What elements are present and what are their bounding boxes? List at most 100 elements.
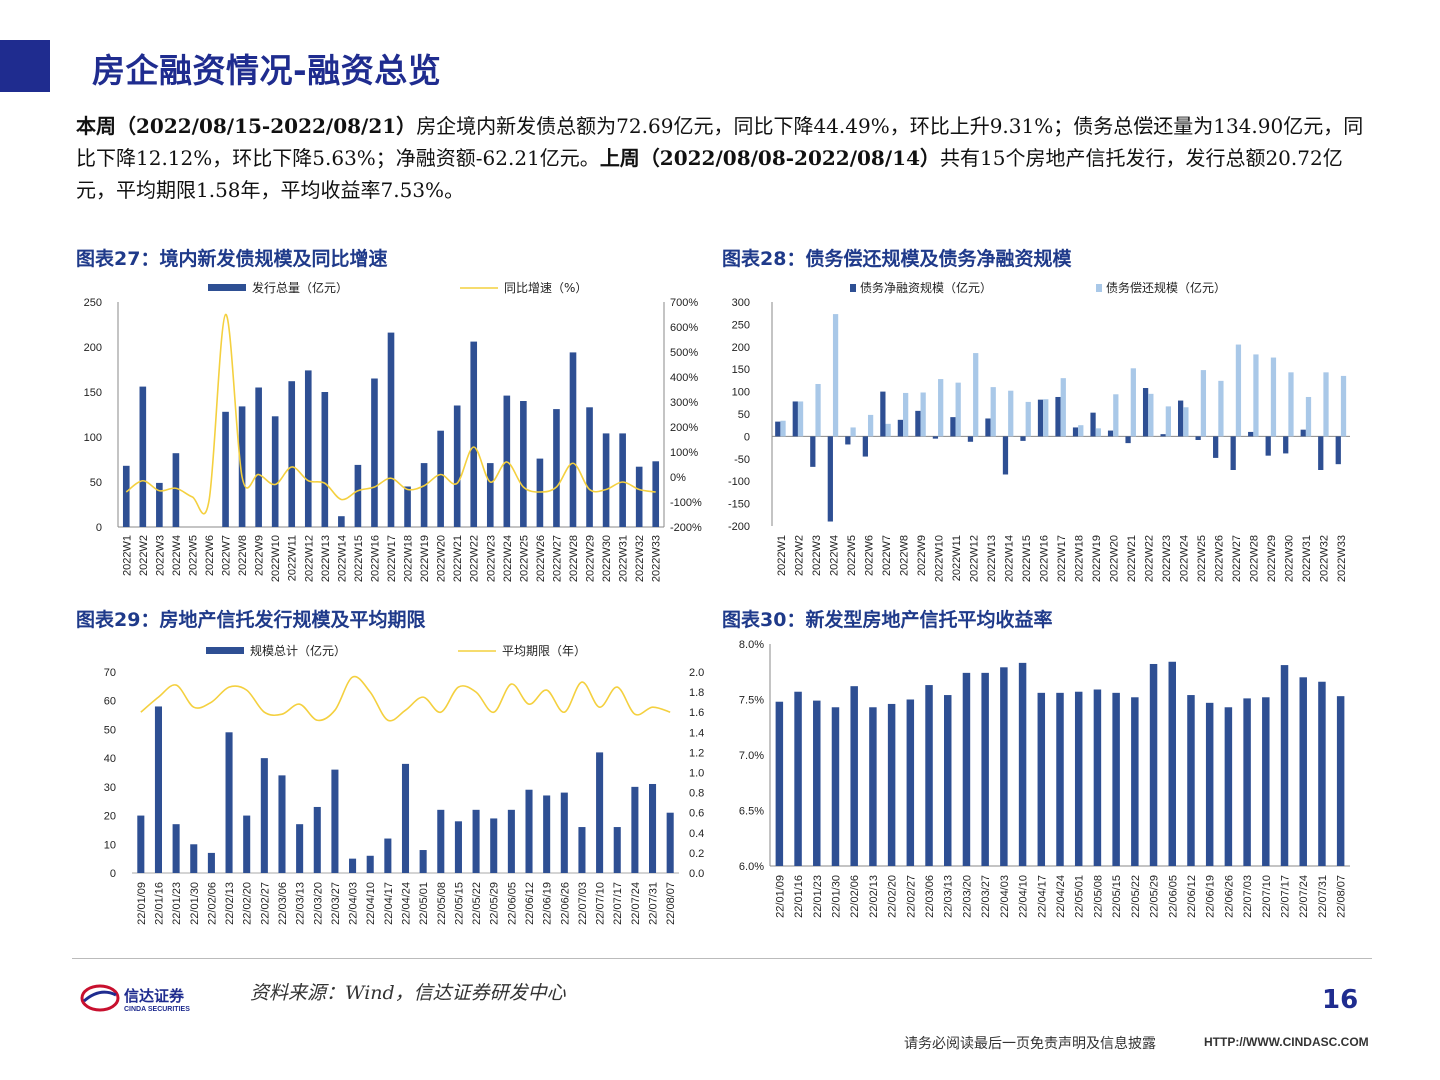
chart30-trust-yield: 6.0% 6.5% 7.0% 7.5% 8.0% 22/01/09 22/01/16 22/0… [739, 639, 1350, 918]
x-tick-label: 2022W27 [1231, 535, 1243, 582]
bar-issuance [156, 482, 163, 527]
y-tick-label: 7.0% [739, 750, 764, 762]
bar-repayment [1323, 372, 1329, 437]
bar-repayment [1183, 407, 1189, 437]
bar-net-financing [985, 418, 991, 437]
bar-repayment [1043, 399, 1049, 437]
bar-trust-scale [137, 815, 145, 873]
y-tick-label: 100 [732, 387, 750, 399]
bar-repayment [1008, 390, 1014, 437]
bar-issuance [470, 341, 478, 527]
bar-net-financing [1002, 436, 1009, 475]
bar-net-financing [1125, 436, 1131, 444]
y-tick-label: 6.5% [739, 806, 764, 818]
x-tick-label: 2022W30 [601, 535, 613, 582]
x-tick-label: 22/03/20 [961, 875, 973, 918]
x-tick-label: 22/03/13 [295, 882, 307, 925]
x-tick-label: 2022W12 [968, 535, 980, 582]
x-tick-label: 22/04/24 [1055, 875, 1067, 918]
bar-net-financing [1230, 436, 1236, 470]
x-tick-label: 2022W13 [986, 535, 998, 582]
y-tick-label: -150 [728, 499, 750, 511]
y2-tick-label: 500% [670, 347, 698, 359]
bar-repayment [1165, 406, 1171, 437]
bar-avg-yield [1187, 695, 1195, 866]
x-tick-label: 2022W32 [1319, 535, 1331, 582]
bar-avg-yield [1205, 702, 1214, 866]
x-tick-label: 2022W19 [419, 535, 431, 582]
bar-avg-yield [1299, 677, 1307, 866]
x-tick-label: 22/01/30 [189, 882, 201, 925]
y-tick-label: 200 [732, 342, 750, 354]
x-tick-label: 2022W28 [568, 535, 580, 582]
x-tick-label: 22/06/26 [559, 882, 571, 925]
x-tick-label: 2022W18 [403, 535, 415, 582]
legend-swatch-net [850, 284, 856, 292]
line-yoy-growth [125, 313, 656, 515]
bar-trust-scale [172, 824, 180, 873]
x-tick-label: 22/05/29 [489, 882, 501, 925]
bar-issuance [288, 381, 296, 527]
bar-repayment [780, 420, 786, 437]
bar-net-financing [1265, 436, 1271, 456]
bar-issuance [354, 464, 362, 527]
x-tick-label: 2022W1 [121, 535, 133, 576]
y-tick-label: 200 [84, 342, 102, 354]
x-tick-label: 2022W6 [204, 535, 216, 576]
bar-repayment [885, 423, 891, 437]
bar-repayment [850, 427, 856, 437]
chart29-title: 图表29：房地产信托发行规模及平均期限 [76, 609, 426, 631]
bar-issuance [304, 370, 312, 527]
bar-repayment [1235, 344, 1242, 437]
x-tick-label: 22/04/17 [1036, 875, 1048, 918]
bar-avg-yield [1336, 696, 1345, 866]
logo-en-text: CINDA SECURITIES [124, 1006, 190, 1013]
bar-trust-scale [666, 812, 674, 873]
x-tick-label: 2022W24 [502, 535, 514, 582]
bar-repayment [1288, 372, 1294, 437]
bar-trust-scale [596, 752, 604, 873]
bar-net-financing [1142, 388, 1149, 437]
bar-net-financing [897, 419, 904, 437]
bar-repayment [990, 387, 996, 437]
website-url[interactable]: HTTP://WWW.CINDASC.COM [1204, 1035, 1369, 1049]
x-tick-label: 22/05/22 [1130, 875, 1142, 918]
x-tick-label: 2022W26 [1214, 535, 1226, 582]
chart30-title: 图表30：新发型房地产信托平均收益率 [722, 609, 1053, 631]
bar-issuance [321, 392, 329, 527]
y2-tick-label: -200% [670, 522, 702, 534]
y2-tick-label: 1.6 [689, 707, 704, 719]
x-tick-label: 2022W21 [1126, 535, 1138, 582]
bar-avg-yield [1280, 665, 1289, 866]
x-tick-label: 2022W30 [1284, 535, 1296, 582]
x-tick-label: 22/06/19 [1205, 875, 1217, 918]
bar-avg-yield [1243, 698, 1251, 866]
footer-divider [72, 958, 1372, 959]
x-tick-label: 2022W33 [1336, 535, 1348, 582]
bar-net-financing [1020, 436, 1026, 441]
bar-issuance [652, 461, 660, 527]
x-tick-label: 22/05/15 [453, 882, 465, 925]
bar-repayment [1078, 425, 1084, 437]
x-tick-label: 2022W10 [270, 535, 282, 582]
y2-tick-label: 600% [670, 322, 698, 334]
x-tick-label: 22/05/29 [1149, 875, 1161, 918]
bar-avg-yield [962, 672, 971, 866]
x-tick-label: 22/05/01 [1074, 875, 1086, 918]
page-number: 16 [1322, 985, 1359, 1015]
bar-repayment [797, 401, 804, 437]
x-tick-label: 2022W4 [828, 535, 840, 576]
x-tick-label: 22/07/10 [1261, 875, 1273, 918]
bar-issuance [635, 466, 643, 527]
bar-issuance [387, 332, 395, 527]
x-tick-label: 22/01/09 [774, 875, 786, 918]
bar-avg-yield [1149, 663, 1158, 866]
bar-repayment [1148, 393, 1154, 437]
bar-net-financing [1107, 430, 1114, 437]
x-tick-label: 22/03/13 [943, 875, 955, 918]
x-tick-label: 2022W25 [518, 535, 530, 582]
summary-week-text: 房企境内新发债总额为72.69亿元，同比下降44.49%，环比上升9.31%；债… [76, 114, 1364, 170]
x-tick-label: 2022W31 [618, 535, 630, 582]
bar-net-financing [1178, 400, 1184, 437]
y-tick-label: 20 [104, 811, 116, 823]
